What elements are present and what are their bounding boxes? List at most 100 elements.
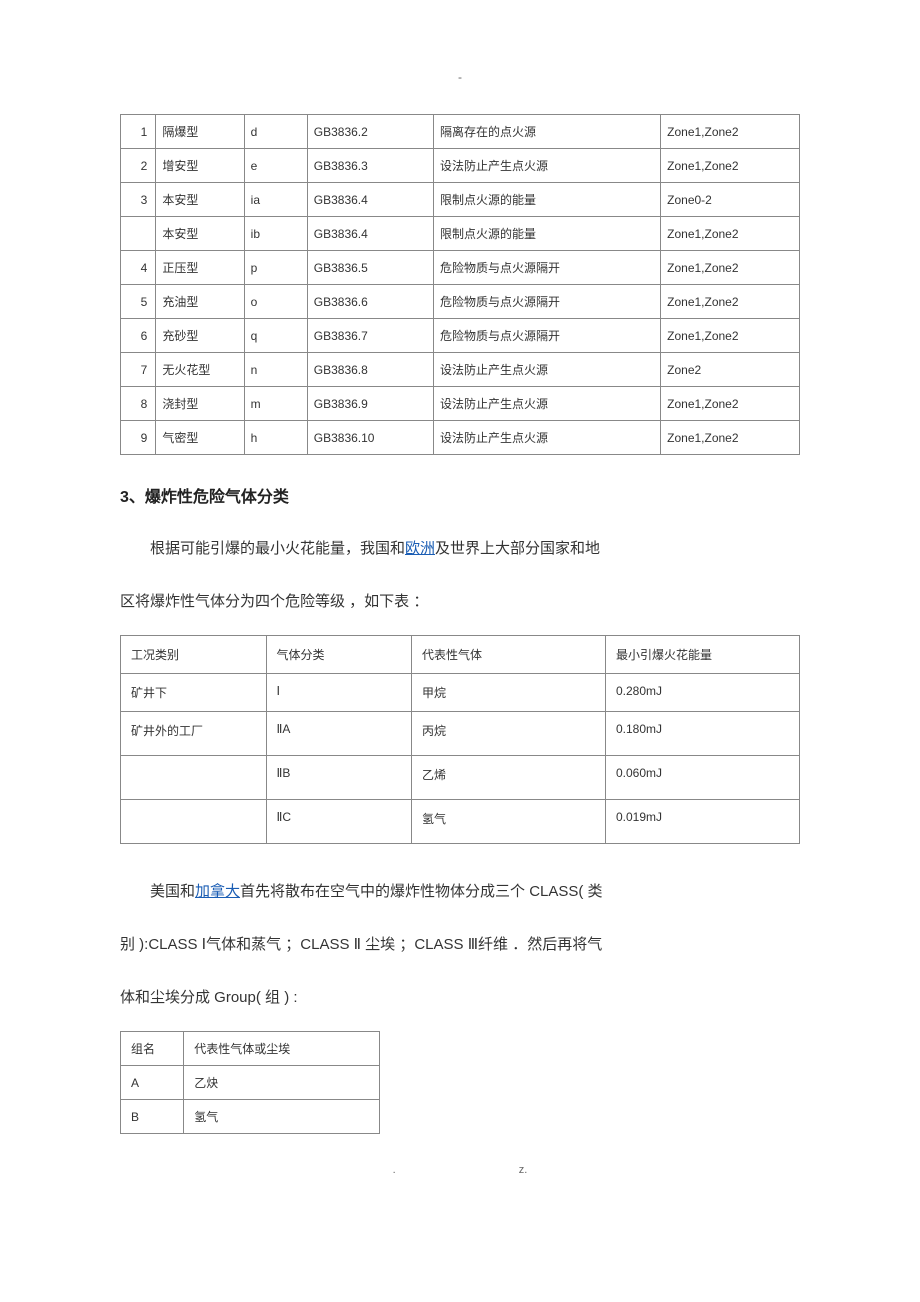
- us-class-para-3: 体和尘埃分成 Group( 组 ) :: [120, 978, 800, 1017]
- table-cell: 4: [121, 251, 156, 285]
- table-cell: [121, 800, 267, 844]
- table-cell: d: [244, 115, 307, 149]
- para-text: 美国和: [150, 883, 195, 900]
- table-cell: 8: [121, 387, 156, 421]
- table-cell: 矿井外的工厂: [121, 712, 267, 756]
- table-cell: 1: [121, 115, 156, 149]
- table-cell: [121, 217, 156, 251]
- table-cell: ⅡA: [266, 712, 412, 756]
- table-cell: 危险物质与点火源隔开: [433, 251, 660, 285]
- table-row: 矿井下Ⅰ甲烷0.280mJ: [121, 674, 800, 712]
- table-row: 9气密型hGB3836.10设法防止产生点火源Zone1,Zone2: [121, 421, 800, 455]
- para-text: 及世界上大部分国家和地: [435, 540, 600, 557]
- table-cell: p: [244, 251, 307, 285]
- table-cell: Zone0-2: [661, 183, 800, 217]
- group-table: 组名代表性气体或尘埃A乙炔B氢气: [120, 1031, 380, 1134]
- table-row: 5充油型oGB3836.6危险物质与点火源隔开Zone1,Zone2: [121, 285, 800, 319]
- table-row: 8浇封型mGB3836.9设法防止产生点火源Zone1,Zone2: [121, 387, 800, 421]
- table-cell: 丙烷: [412, 712, 606, 756]
- table-header-cell: 代表性气体或尘埃: [184, 1032, 380, 1066]
- table-header-cell: 组名: [121, 1032, 184, 1066]
- table-cell: e: [244, 149, 307, 183]
- table-cell: Zone2: [661, 353, 800, 387]
- para-text: 根据可能引爆的最小火花能量，我国和: [150, 540, 405, 557]
- para-text: 首先将散布在空气中的爆炸性物体分成三个 CLASS( 类: [240, 883, 603, 900]
- table-cell: o: [244, 285, 307, 319]
- table-cell: GB3836.9: [307, 387, 433, 421]
- table-cell: 5: [121, 285, 156, 319]
- page-footer: . z.: [120, 1164, 800, 1176]
- table-cell: 设法防止产生点火源: [433, 421, 660, 455]
- table-cell: 氢气: [412, 800, 606, 844]
- table-header-cell: 工况类别: [121, 636, 267, 674]
- protection-types-table: 1隔爆型dGB3836.2隔离存在的点火源Zone1,Zone22增安型eGB3…: [120, 114, 800, 455]
- table-cell: 本安型: [156, 217, 244, 251]
- table-cell: GB3836.4: [307, 217, 433, 251]
- table-cell: 9: [121, 421, 156, 455]
- footer-left: .: [393, 1164, 396, 1176]
- table-header-cell: 最小引爆火花能量: [606, 636, 800, 674]
- table-cell: 充油型: [156, 285, 244, 319]
- section-heading: 3、爆炸性危险气体分类: [120, 483, 800, 507]
- us-class-para-2: 别 ):CLASS Ⅰ气体和蒸气 ；CLASS Ⅱ 尘埃 ；CLASS Ⅲ纤维 …: [120, 925, 800, 964]
- table-cell: Zone1,Zone2: [661, 251, 800, 285]
- table-cell: Zone1,Zone2: [661, 387, 800, 421]
- table-row: A乙炔: [121, 1066, 380, 1100]
- table-cell: 限制点火源的能量: [433, 217, 660, 251]
- table-cell: n: [244, 353, 307, 387]
- table-row: 工况类别气体分类代表性气体最小引爆火花能量: [121, 636, 800, 674]
- table-cell: 危险物质与点火源隔开: [433, 319, 660, 353]
- table-cell: 正压型: [156, 251, 244, 285]
- table-cell: 乙炔: [184, 1066, 380, 1100]
- table-cell: Zone1,Zone2: [661, 149, 800, 183]
- table-row: 矿井外的工厂ⅡA丙烷0.180mJ: [121, 712, 800, 756]
- table-cell: 6: [121, 319, 156, 353]
- table-cell: 乙烯: [412, 756, 606, 800]
- gas-class-para-1: 根据可能引爆的最小火花能量，我国和欧洲及世界上大部分国家和地: [120, 529, 800, 568]
- table-header-cell: 代表性气体: [412, 636, 606, 674]
- table-cell: GB3836.7: [307, 319, 433, 353]
- table-cell: ia: [244, 183, 307, 217]
- gas-classification-table: 工况类别气体分类代表性气体最小引爆火花能量矿井下Ⅰ甲烷0.280mJ矿井外的工厂…: [120, 635, 800, 844]
- table-cell: 3: [121, 183, 156, 217]
- table-cell: [121, 756, 267, 800]
- table-row: 2增安型eGB3836.3设法防止产生点火源Zone1,Zone2: [121, 149, 800, 183]
- top-marker: -: [120, 70, 800, 84]
- table-cell: 氢气: [184, 1100, 380, 1134]
- table-cell: 限制点火源的能量: [433, 183, 660, 217]
- table-row: 7无火花型nGB3836.8设法防止产生点火源Zone2: [121, 353, 800, 387]
- table-cell: A: [121, 1066, 184, 1100]
- table-cell: q: [244, 319, 307, 353]
- table-cell: 7: [121, 353, 156, 387]
- table-row: 1隔爆型dGB3836.2隔离存在的点火源Zone1,Zone2: [121, 115, 800, 149]
- table-cell: Zone1,Zone2: [661, 285, 800, 319]
- table-cell: GB3836.6: [307, 285, 433, 319]
- table-cell: GB3836.2: [307, 115, 433, 149]
- canada-link[interactable]: 加拿大: [195, 883, 240, 900]
- table-cell: ⅡC: [266, 800, 412, 844]
- table-cell: Zone1,Zone2: [661, 319, 800, 353]
- footer-right: z.: [519, 1164, 528, 1176]
- table-row: 6充砂型qGB3836.7危险物质与点火源隔开Zone1,Zone2: [121, 319, 800, 353]
- table-row: 4正压型pGB3836.5危险物质与点火源隔开Zone1,Zone2: [121, 251, 800, 285]
- us-class-para-1: 美国和加拿大首先将散布在空气中的爆炸性物体分成三个 CLASS( 类: [120, 872, 800, 911]
- table-cell: 无火花型: [156, 353, 244, 387]
- table-cell: 设法防止产生点火源: [433, 149, 660, 183]
- europe-link[interactable]: 欧洲: [405, 540, 435, 557]
- table-cell: ⅡB: [266, 756, 412, 800]
- table-cell: Zone1,Zone2: [661, 217, 800, 251]
- table-cell: GB3836.4: [307, 183, 433, 217]
- table-cell: h: [244, 421, 307, 455]
- table-header-cell: 气体分类: [266, 636, 412, 674]
- table-cell: 危险物质与点火源隔开: [433, 285, 660, 319]
- table-cell: 2: [121, 149, 156, 183]
- table-cell: Ⅰ: [266, 674, 412, 712]
- table-cell: 浇封型: [156, 387, 244, 421]
- table-cell: B: [121, 1100, 184, 1134]
- table-cell: 设法防止产生点火源: [433, 353, 660, 387]
- table-cell: m: [244, 387, 307, 421]
- table-cell: 本安型: [156, 183, 244, 217]
- table-cell: GB3836.3: [307, 149, 433, 183]
- table-cell: GB3836.10: [307, 421, 433, 455]
- table-cell: 隔爆型: [156, 115, 244, 149]
